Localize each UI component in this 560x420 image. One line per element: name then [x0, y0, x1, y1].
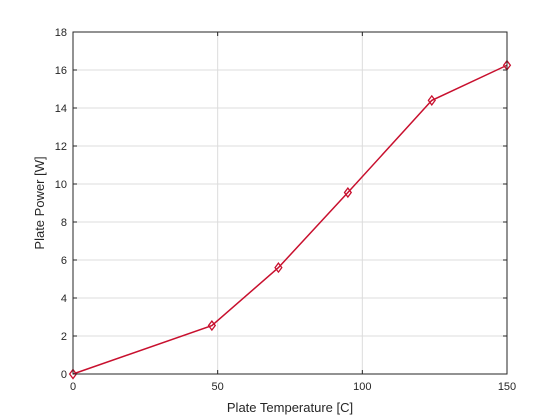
y-tick-label: 12: [55, 141, 67, 153]
x-axis-label: Plate Temperature [C]: [227, 400, 353, 415]
x-tick-label: 150: [498, 381, 516, 393]
data-point-marker: [343, 186, 353, 199]
y-tick-label: 2: [61, 331, 67, 343]
y-tick-labels: 0 2 4 6 8 10 12 14 16 18: [55, 27, 67, 381]
data-point-marker: [68, 368, 78, 380]
y-tick-label: 16: [55, 65, 67, 77]
y-tick-label: 0: [61, 369, 67, 381]
x-tick-label: 50: [212, 381, 224, 393]
axes-box: [72, 31, 508, 375]
y-tick-label: 10: [55, 179, 67, 191]
data-point-marker: [427, 94, 436, 106]
data-point-marker: [207, 319, 217, 332]
grid-lines: [72, 31, 508, 375]
y-tick-label: 6: [61, 255, 67, 267]
series-group: [68, 59, 512, 380]
data-point-marker: [274, 262, 283, 274]
y-tick-label: 18: [55, 27, 67, 39]
x-tick-label: 0: [70, 381, 76, 393]
series-line: [72, 64, 508, 375]
y-tick-label: 14: [55, 103, 67, 115]
x-tick-labels: 0 50 100 150: [70, 381, 516, 393]
tick-marks: [72, 31, 508, 375]
y-tick-label: 8: [61, 217, 67, 229]
y-axis-label: Plate Power [W]: [32, 156, 47, 249]
y-tick-label: 4: [61, 293, 67, 305]
x-tick-label: 100: [353, 381, 371, 393]
